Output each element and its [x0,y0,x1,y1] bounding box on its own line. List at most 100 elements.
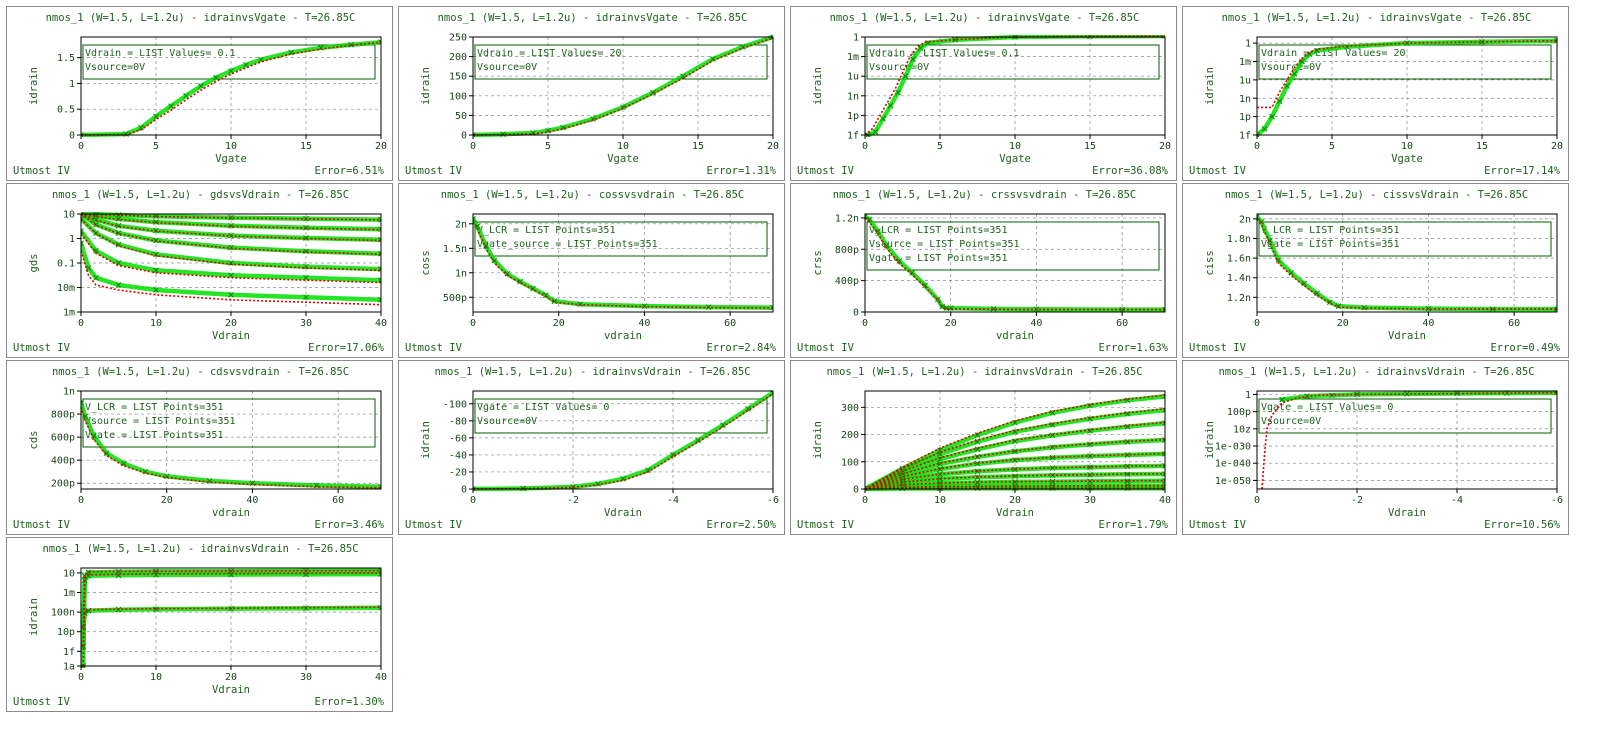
x-tick-label: 20 [1159,141,1171,152]
y-tick-label: 1e-050 [1215,476,1251,487]
chart-title: nmos_1 (W=1.5, L=1.2u) - idrainvsVdrain … [42,543,358,555]
series-group [1257,37,1557,137]
y-tick-label: 100 [449,91,467,102]
annotation-text: Vgate = LIST Points=351 [85,430,223,441]
chart-title: nmos_1 (W=1.5, L=1.2u) - cdsvsvdrain - T… [52,366,349,378]
series-group [81,399,381,490]
series-measured-point [81,240,84,247]
error-label: Error=6.51% [314,165,384,177]
series-measured-point [1087,427,1093,434]
series-measured-point [228,291,234,298]
series-measured-point [922,282,928,289]
chart-title: nmos_1 (W=1.5, L=1.2u) - idrainvsVdrain … [1218,366,1534,378]
series-measured-point [720,422,726,428]
series-measured-point [1554,37,1557,44]
series-simulated-line [1257,39,1557,109]
y-tick-label: 0 [853,485,859,496]
series-simulated-line [81,213,381,242]
annotation-text: Vdrain = LIST Values= 0.1 [869,48,1020,59]
chart-title: nmos_1 (W=1.5, L=1.2u) - idrainvsVdrain … [826,366,1142,378]
x-tick-label: 0 [862,495,868,506]
x-tick-label: 5 [153,141,159,152]
y-tick-label: 10 [63,210,75,221]
error-label: Error=2.84% [706,342,776,354]
chart-panel-p3: nmos_1 (W=1.5, L=1.2u) - idrainvsVgate -… [790,6,1177,181]
series-measured-point [943,305,950,311]
y-tick-label: 1.4n [1227,273,1251,284]
series-measured-point [1314,290,1320,297]
series-measured-point [81,212,84,217]
x-tick-label: 0 [470,495,476,506]
x-tick-label: -4 [1451,495,1463,506]
y-tick-label: 1.5 [57,53,75,64]
series-simulated-line [82,569,381,667]
series-measured-point [115,230,122,236]
series-measured-point [473,486,476,491]
series-group [1257,214,1557,312]
footer-left-label: Utmost IV [797,519,855,531]
series-measured-point [1012,479,1018,485]
series-simulated-line [865,394,1165,490]
series-measured-point [142,468,149,475]
series-measured-point [115,222,122,229]
x-tick-label: -4 [667,495,679,506]
y-tick-label: 1e-040 [1215,459,1251,470]
series-measured-point [303,248,309,255]
annotation-text: Vdrain = LIST Values= 0.1 [85,48,236,59]
series-measured-point [1299,58,1305,65]
series-measured-point [138,124,144,131]
footer-left-label: Utmost IV [405,342,463,354]
x-tick-label: 0 [78,141,84,152]
y-tick-label: 1m [63,308,75,319]
series-measured-point [93,274,99,281]
series-group [81,39,381,137]
x-tick-label: 40 [375,672,387,683]
error-label: Error=1.31% [706,165,776,177]
chart-title: nmos_1 (W=1.5, L=1.2u) - idrainvsVgate -… [46,12,356,24]
series-measured-point [543,292,549,299]
y-tick-label: 1f [63,647,75,658]
x-tick-label: -2 [1351,495,1363,506]
annotation-text: V_LCR = LIST Points=351 [85,402,223,413]
footer-left-label: Utmost IV [797,165,855,177]
plot-frame [80,390,382,490]
y-axis-label: idrain [420,421,432,459]
y-tick-label: 150 [449,72,467,83]
series-measured-point [880,115,886,122]
series-measured-point [1162,485,1165,491]
series-measured-point [183,92,189,99]
series-simulated-line [81,213,381,231]
y-tick-label: -100 [443,399,467,410]
series-measured-point [228,222,234,229]
series-simulated-line [473,37,773,136]
chart-svg: nmos_1 (W=1.5, L=1.2u) - idrainvsVgate -… [797,12,1171,177]
x-tick-label: 60 [332,495,344,506]
x-tick-label: 30 [300,672,312,683]
series-measured-point [318,44,324,51]
error-label: Error=17.14% [1484,165,1561,177]
series-measured-point [378,236,381,243]
x-tick-label: 5 [1329,141,1335,152]
series-measured-point [491,257,498,264]
error-label: Error=1.79% [1098,519,1168,531]
series-measured-point [1012,473,1018,480]
annotation-box [866,221,1160,271]
series-measured-point [81,216,84,222]
x-tick-label: 30 [1084,495,1096,506]
y-tick-label: 250 [449,33,467,44]
series-measured-point [504,270,511,277]
y-tick-label: 2n [455,219,467,230]
error-label: Error=2.50% [706,519,776,531]
y-tick-label: 1n [63,387,75,398]
series-measured-point [1454,390,1460,397]
series-measured-point [303,294,309,301]
series-measured-point [1261,126,1268,132]
annotation-text: Vgate_source = LIST Points=351 [477,239,658,250]
series-measured-point [865,213,868,220]
y-tick-label: 1n [1239,94,1251,105]
series-measured-point [1269,113,1275,120]
chart-svg: nmos_1 (W=1.5, L=1.2u) - idrainvsVdrain … [13,543,387,708]
annotation-box [474,398,768,434]
y-tick-label: 0.1 [57,259,75,270]
series-measured-point [1162,407,1165,413]
